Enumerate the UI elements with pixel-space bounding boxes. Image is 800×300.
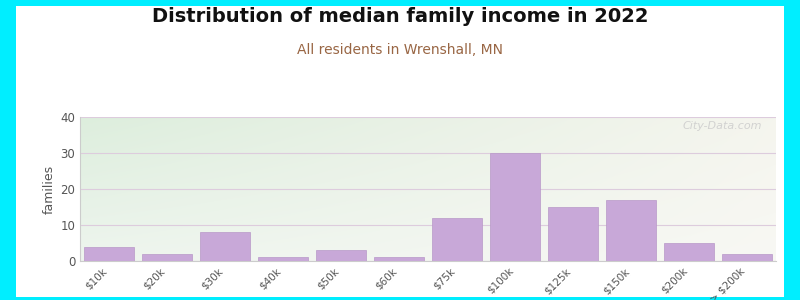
Bar: [548, 207, 598, 261]
Bar: [490, 153, 540, 261]
Y-axis label: families: families: [43, 164, 56, 214]
Bar: [722, 254, 772, 261]
Text: City-Data.com: City-Data.com: [682, 121, 762, 131]
Bar: [258, 257, 308, 261]
Bar: [142, 254, 192, 261]
Text: All residents in Wrenshall, MN: All residents in Wrenshall, MN: [297, 44, 503, 58]
Text: Distribution of median family income in 2022: Distribution of median family income in …: [152, 8, 648, 26]
Bar: [664, 243, 714, 261]
Bar: [374, 257, 424, 261]
Bar: [606, 200, 656, 261]
Bar: [84, 247, 134, 261]
Bar: [316, 250, 366, 261]
Bar: [432, 218, 482, 261]
Bar: [200, 232, 250, 261]
